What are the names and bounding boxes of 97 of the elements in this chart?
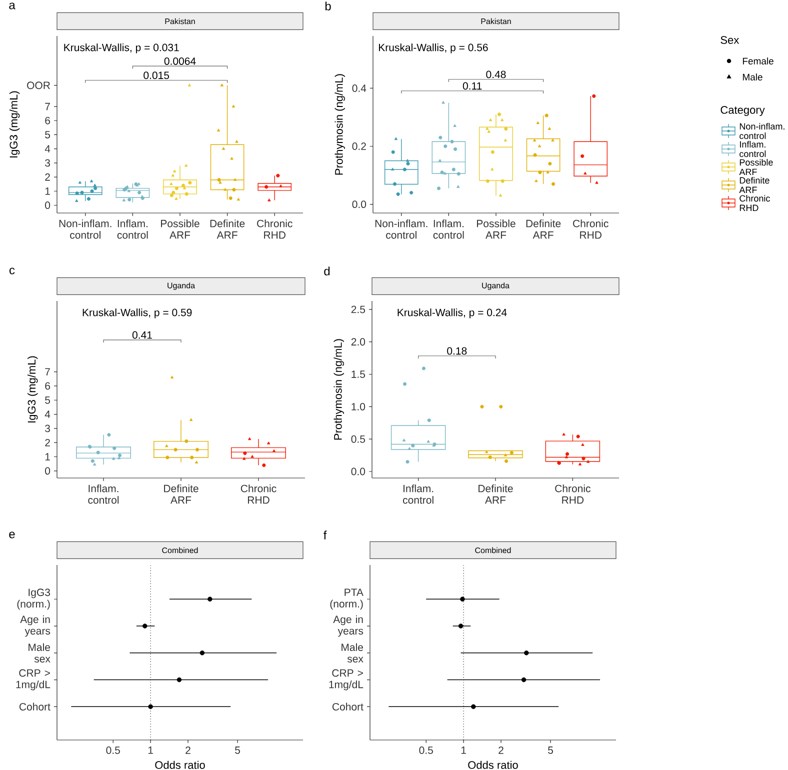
annotation: 0.0064 bbox=[164, 57, 196, 65]
chart-title: Pakistan bbox=[481, 18, 511, 24]
y-tick-label: 0.0 bbox=[351, 468, 366, 476]
x-tick-label: 5 bbox=[235, 746, 240, 754]
x-tick-label: Inflam. control bbox=[88, 484, 119, 504]
text: Male bbox=[742, 74, 762, 80]
y-tick-label: 0.0 bbox=[352, 200, 366, 208]
y-axis-title: Prothymosin (ng/mL) bbox=[334, 74, 345, 175]
annotation: 0.18 bbox=[447, 347, 467, 355]
y-tick-label: 7 bbox=[45, 368, 50, 376]
y-tick-label: 4 bbox=[44, 145, 50, 152]
x-tick-label: Definite ARF bbox=[164, 484, 198, 504]
chart-title: Combined bbox=[475, 547, 511, 554]
x-tick-label: 0.5 bbox=[106, 746, 120, 754]
x-tick-label: Inflam. control bbox=[117, 220, 148, 239]
category-label: Definite ARF bbox=[739, 176, 770, 194]
x-tick-label: 0.5 bbox=[419, 746, 433, 754]
y-tick-label: 1 bbox=[45, 188, 50, 195]
text: a bbox=[9, 2, 16, 10]
y-tick-label: Age in years bbox=[20, 615, 50, 637]
y-tick-label: 1.0 bbox=[352, 402, 366, 410]
y-tick-label: 0 bbox=[45, 467, 50, 475]
x-tick-label: 2 bbox=[498, 746, 504, 754]
text: Female bbox=[742, 58, 774, 64]
x-tick-label: 2 bbox=[186, 746, 190, 754]
chart-title: Uganda bbox=[482, 282, 510, 290]
y-tick-label: 2.5 bbox=[351, 306, 366, 314]
y-tick-label: 5 bbox=[45, 131, 50, 138]
text: d bbox=[324, 266, 330, 276]
text: c bbox=[9, 268, 15, 274]
y-tick-label: 2 bbox=[45, 173, 50, 181]
x-tick-label: Chronic RHD bbox=[240, 484, 276, 504]
x-tick-label: Non-inflam. control bbox=[59, 220, 112, 239]
annotation: Kruskal-Wallis, p = 0.24 bbox=[398, 308, 507, 318]
x-tick-label: Definite ARF bbox=[478, 484, 513, 504]
y-tick-label: Male sex bbox=[342, 643, 364, 663]
annotation: 0.11 bbox=[462, 82, 482, 90]
annotation: 0.48 bbox=[486, 70, 506, 78]
y-tick-label: 0.5 bbox=[351, 435, 366, 443]
x-tick-label: Non-inflam. control bbox=[375, 220, 428, 239]
annotation: 0.41 bbox=[132, 331, 152, 339]
y-tick-label: IgG3 (norm.) bbox=[17, 588, 50, 610]
x-tick-label: 1 bbox=[461, 746, 466, 754]
legend-title: Category bbox=[720, 106, 765, 116]
category-label: Non-inflam. control bbox=[740, 122, 784, 140]
y-tick-label: PTA (norm.) bbox=[330, 588, 364, 610]
x-tick-label: Possible ARF bbox=[161, 220, 200, 239]
y-tick-label: 0.2 bbox=[352, 142, 366, 150]
x-tick-label: Chronic RHD bbox=[573, 220, 608, 239]
x-tick-label: Definite ARF bbox=[210, 220, 245, 239]
y-axis-title: IgG3 (mg/mL) bbox=[9, 91, 20, 158]
chart-title: Pakistan bbox=[165, 18, 195, 24]
y-tick-label: CRP > 1mg/dL bbox=[329, 669, 364, 690]
category-label: Chronic RHD bbox=[740, 194, 770, 212]
annotation: Kruskal-Wallis, p = 0.031 bbox=[64, 43, 179, 54]
x-tick-label: Definite ARF bbox=[526, 220, 561, 239]
y-tick-label: 1.5 bbox=[352, 370, 366, 378]
x-tick-label: 1 bbox=[148, 746, 153, 754]
y-tick-label: 2.0 bbox=[351, 338, 366, 346]
annotation: Kruskal-Wallis, p = 0.59 bbox=[82, 308, 192, 318]
y-tick-label: 3 bbox=[45, 424, 50, 432]
y-tick-label: 6 bbox=[45, 116, 50, 124]
y-tick-label: Age in years bbox=[333, 615, 364, 637]
chart-title: Uganda bbox=[168, 282, 196, 290]
y-tick-label: CRP > 1mg/dL bbox=[16, 669, 50, 690]
y-tick-label: 6 bbox=[45, 382, 50, 390]
y-tick-label: 1 bbox=[45, 453, 50, 460]
x-tick-label: Chronic RHD bbox=[257, 220, 292, 239]
category-label: Possible ARF bbox=[739, 158, 773, 176]
y-tick-label: 2 bbox=[45, 438, 50, 446]
y-tick-label: Male sex bbox=[28, 643, 50, 663]
y-tick-label: 3 bbox=[45, 159, 50, 167]
text: f bbox=[324, 530, 327, 540]
annotation: Kruskal-Wallis, p = 0.56 bbox=[378, 44, 488, 54]
text: b bbox=[325, 2, 331, 10]
x-tick-label: 5 bbox=[548, 746, 553, 754]
x-tick-label: Inflam. control bbox=[433, 220, 464, 239]
y-tick-label: 0 bbox=[45, 202, 50, 209]
y-tick-label: Cohort bbox=[19, 702, 50, 711]
y-axis-title: Prothymosin (ng/mL) bbox=[334, 339, 344, 440]
y-tick-label: 7 bbox=[45, 102, 50, 110]
y-tick-label: 4 bbox=[44, 410, 50, 418]
y-tick-label: OOR bbox=[27, 82, 50, 90]
y-tick-label: 0.4 bbox=[352, 84, 366, 92]
text: e bbox=[9, 532, 15, 538]
y-tick-label: Cohort bbox=[332, 702, 364, 711]
x-tick-label: Inflam. control bbox=[402, 484, 434, 504]
x-axis-title: Odds ratio bbox=[155, 760, 205, 769]
chart-title: Combined bbox=[162, 547, 198, 554]
y-axis-title: IgG3 (mg/mL) bbox=[28, 356, 38, 422]
legend-title: Sex bbox=[720, 36, 740, 44]
category-label: Inflam. control bbox=[740, 140, 766, 158]
y-tick-label: 5 bbox=[45, 396, 50, 404]
annotation: 0.015 bbox=[144, 72, 170, 80]
x-tick-label: Possible ARF bbox=[477, 220, 516, 239]
x-tick-label: Chronic RHD bbox=[555, 484, 590, 504]
x-axis-title: Odds ratio bbox=[468, 760, 518, 769]
